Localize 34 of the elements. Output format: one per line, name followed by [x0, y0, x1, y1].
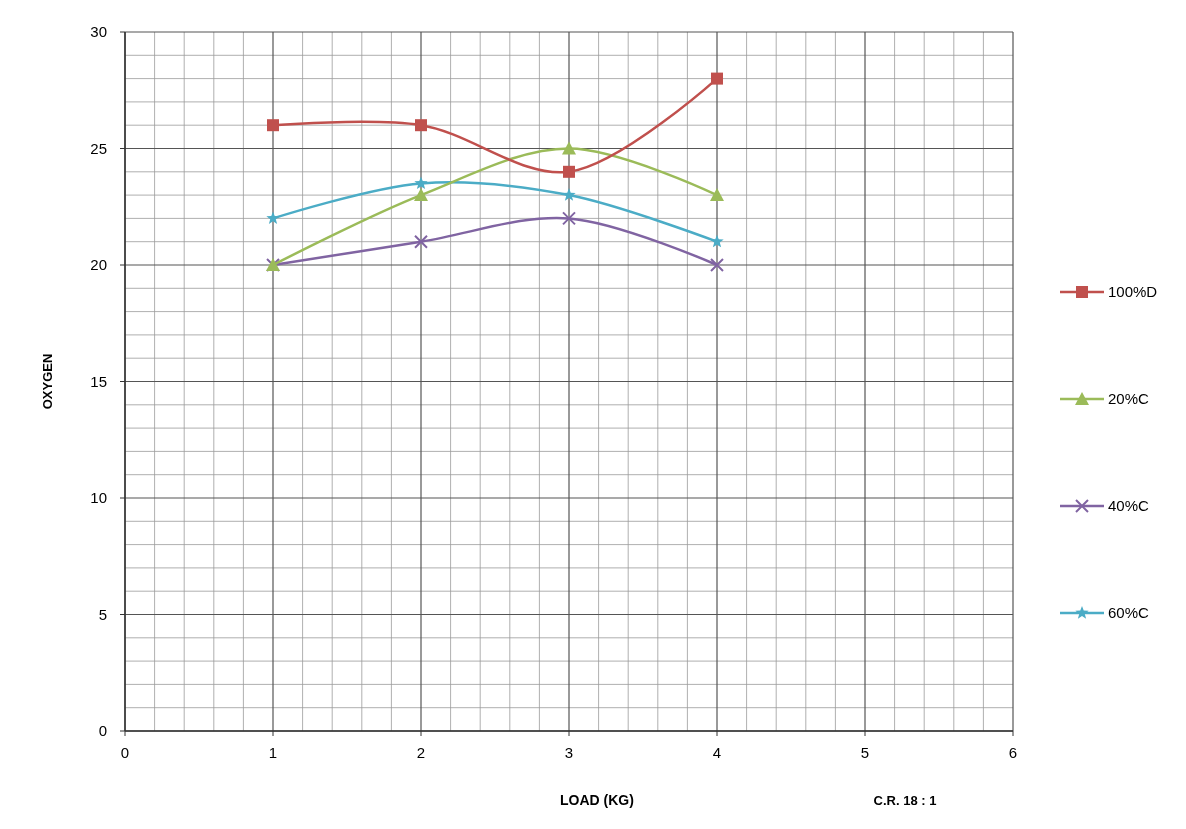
point [415, 119, 427, 132]
x-tick-label: 6 [1008, 744, 1018, 761]
y-tick-label: 25 [90, 139, 107, 157]
point [710, 234, 724, 248]
point [562, 188, 576, 201]
point [562, 211, 576, 226]
legend-label: 40%C [1108, 497, 1150, 514]
point [562, 141, 576, 155]
y-tick-label: 30 [90, 23, 107, 40]
point [414, 188, 428, 202]
x-tick-label: 0 [120, 744, 130, 761]
y-tick-label: 20 [90, 256, 107, 273]
point [267, 119, 279, 132]
x-tick-label: 3 [564, 744, 574, 761]
text: C.R. 18 : 1 [873, 793, 937, 808]
point [710, 188, 724, 202]
y-tick-label: 10 [90, 489, 107, 506]
legend-label: 60%C [1108, 604, 1150, 621]
point [710, 258, 724, 272]
legend-label: 100%D [1108, 283, 1158, 300]
point [414, 176, 428, 190]
x-axis-title: LOAD (KG) [560, 792, 634, 808]
y-tick-label: 0 [98, 722, 107, 739]
x-tick-label: 4 [712, 744, 722, 761]
point [711, 72, 723, 85]
legend-label: 20%C [1108, 390, 1150, 407]
x-tick-label: 1 [268, 744, 278, 761]
point [414, 234, 428, 249]
point [563, 165, 575, 178]
x-tick-label: 2 [416, 744, 426, 761]
y-tick-label: 15 [90, 372, 107, 390]
x-tick-label: 5 [860, 744, 870, 761]
y-tick-label: 5 [98, 605, 107, 623]
y-axis-title: OXYGEN [40, 353, 55, 410]
